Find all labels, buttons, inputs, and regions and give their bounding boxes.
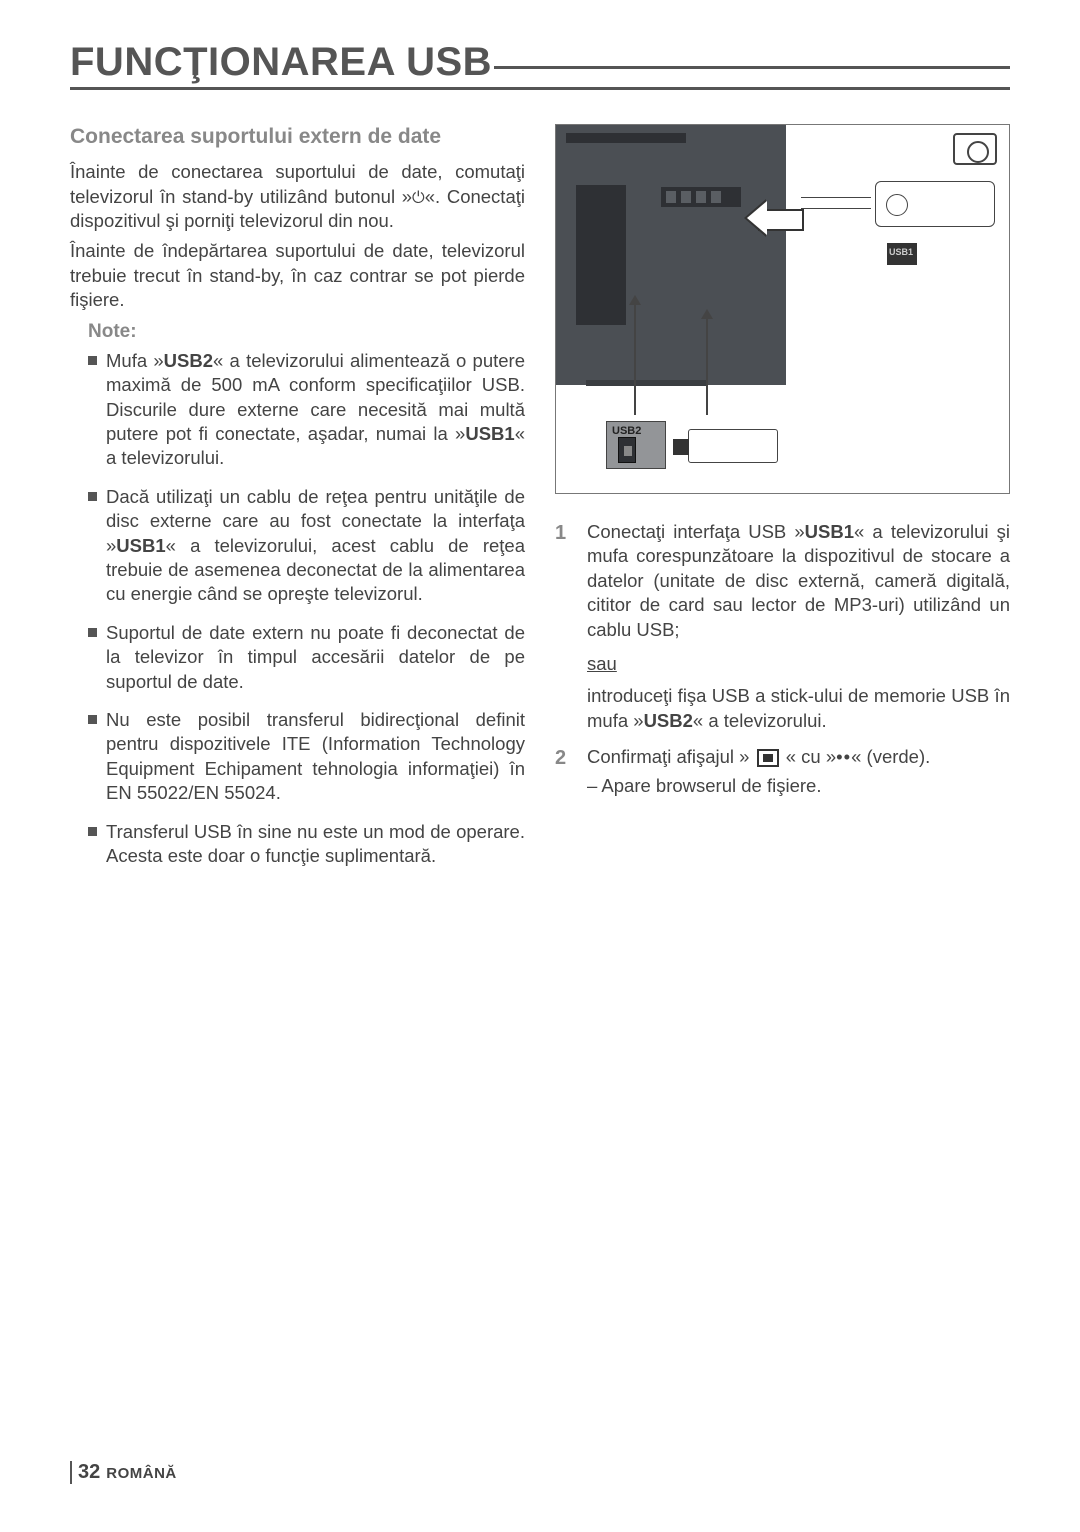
camera-icon — [953, 133, 997, 165]
usb1-label: USB1 — [889, 247, 913, 257]
tv-top-strip — [566, 133, 686, 143]
usb-stick-icon — [688, 429, 778, 463]
or-text: sau — [587, 652, 1010, 676]
step-body: Conectaţi interfaţa USB »USB1« a televiz… — [587, 520, 1010, 733]
page-number: 32 — [78, 1461, 100, 1484]
step-sub: – Apare browserul de fişiere. — [587, 774, 1010, 798]
step-number: 2 — [555, 745, 573, 798]
content-columns: Conectarea suportului extern de date Îna… — [70, 124, 1010, 882]
title-rule — [494, 66, 1010, 69]
note-item: Transferul USB în sine nu este un mod de… — [88, 820, 525, 869]
usb2-port-icon — [618, 437, 636, 463]
steps-list: 1 Conectaţi interfaţa USB »USB1« a telev… — [555, 520, 1010, 798]
notes-list: Mufa »USB2« a televizorului alimentează … — [70, 349, 525, 869]
external-hdd-icon — [875, 181, 995, 227]
hdd-cable — [801, 197, 871, 209]
step-body: Confirmaţi afişajul » « cu »••« (verde).… — [587, 745, 1010, 798]
file-browser-icon — [757, 749, 779, 767]
tv-port-row — [661, 187, 741, 207]
note-item: Nu este posibil transferul bidirecţional… — [88, 708, 525, 806]
left-column: Conectarea suportului extern de date Îna… — [70, 124, 525, 882]
intro-paragraph-2: Înainte de îndepărtarea suportului de da… — [70, 239, 525, 312]
page-title: FUNCŢIONAREA USB — [70, 40, 1010, 90]
page-title-text: FUNCŢIONAREA USB — [70, 40, 492, 85]
tv-side-ports — [576, 185, 626, 325]
language-label: ROMÂNĂ — [106, 1465, 177, 1482]
tv-stand — [586, 380, 706, 386]
notes-label: Note: — [88, 321, 525, 343]
pointer-line-2 — [706, 319, 708, 415]
usb2-label: USB2 — [612, 425, 641, 437]
step-number: 1 — [555, 520, 573, 733]
right-column: USB1 USB2 1 Conectaţi interfaţa USB »USB… — [555, 124, 1010, 882]
pointer-line-1 — [634, 305, 636, 415]
section-heading: Conectarea suportului extern de date — [70, 124, 525, 150]
note-item: Mufa »USB2« a televizorului alimentează … — [88, 349, 525, 471]
power-icon: ⏻ — [412, 189, 425, 206]
connection-diagram: USB1 USB2 — [555, 124, 1010, 494]
page-footer: 32 ROMÂNĂ — [70, 1461, 177, 1484]
step-item: 1 Conectaţi interfaţa USB »USB1« a telev… — [555, 520, 1010, 733]
note-item: Dacă utilizaţi un cablu de reţea pentru … — [88, 485, 525, 607]
intro-paragraph-1: Înainte de conectarea suportului de date… — [70, 160, 525, 233]
step-item: 2 Confirmaţi afişajul » « cu »••« (verde… — [555, 745, 1010, 798]
note-item: Suportul de date extern nu poate fi deco… — [88, 621, 525, 694]
arrow-left-fill — [747, 201, 767, 235]
